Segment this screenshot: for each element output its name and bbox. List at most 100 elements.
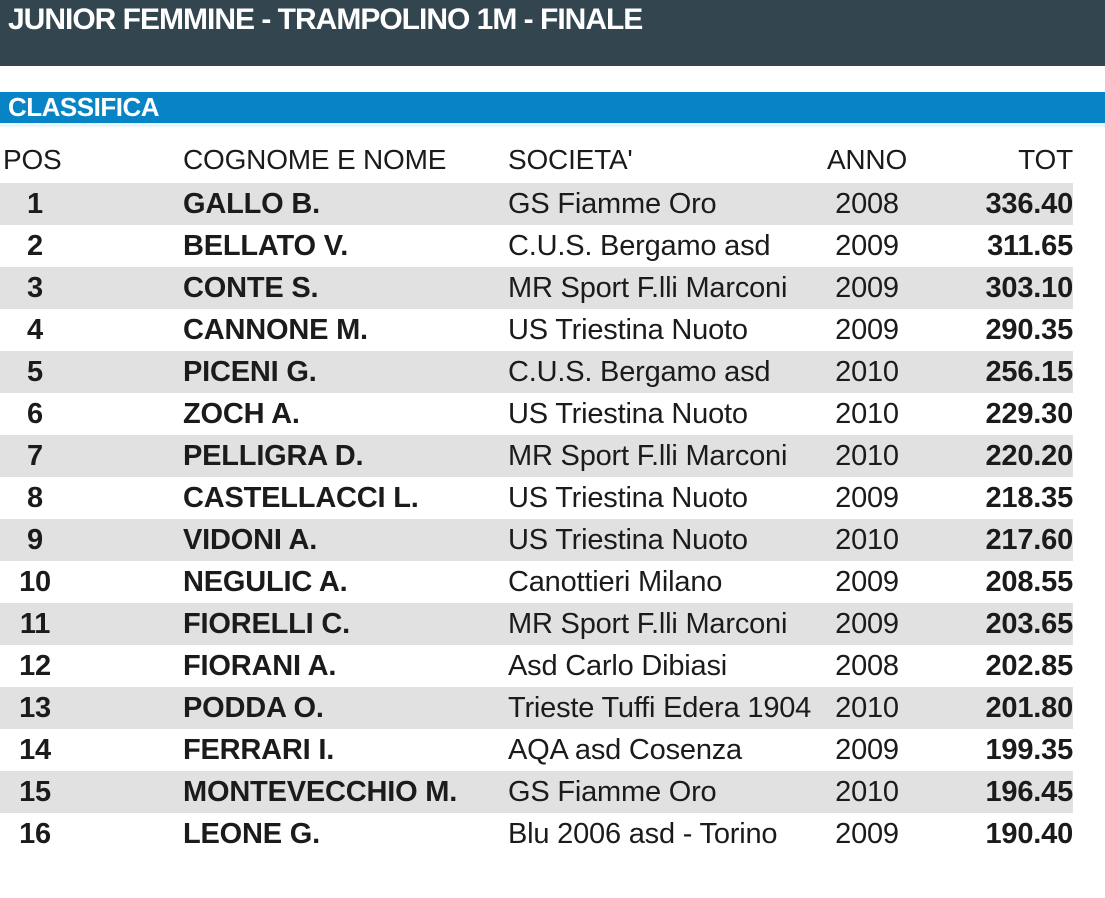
spacer — [0, 66, 1105, 92]
year-cell: 2008 — [835, 188, 899, 220]
tot-cell: 336.40 — [985, 188, 1074, 220]
pos-cell: 6 — [27, 398, 43, 430]
results-table-container: POS COGNOME E NOME SOCIETA' ANNO TOT 1 GALLO … — [0, 136, 1073, 855]
year-cell: 2009 — [835, 566, 899, 598]
table-row: 12 FIORANI A. Asd Carlo Dibiasi 2008 202.85 — [0, 645, 1073, 687]
name-cell: VIDONI A. — [183, 524, 318, 556]
tot-cell: 217.60 — [985, 524, 1074, 556]
column-header-year: ANNO — [826, 144, 908, 175]
tot-cell: 190.40 — [985, 818, 1074, 850]
results-table-header-row: POS COGNOME E NOME SOCIETA' ANNO TOT — [0, 136, 1073, 183]
name-cell: PELLIGRA D. — [183, 440, 364, 472]
society-cell: MR Sport F.lli Marconi — [508, 440, 788, 472]
table-row: 2 BELLATO V. C.U.S. Bergamo asd 2009 311.65 — [0, 225, 1073, 267]
name-cell: MONTEVECCHIO M. — [183, 776, 458, 808]
column-header-name: COGNOME E NOME — [183, 144, 447, 175]
tot-cell: 202.85 — [985, 650, 1074, 682]
name-cell: CASTELLACCI L. — [183, 482, 419, 514]
pos-cell: 14 — [19, 734, 51, 766]
name-cell: NEGULIC A. — [183, 566, 348, 598]
tot-cell: 229.30 — [985, 398, 1074, 430]
name-cell: BELLATO V. — [183, 230, 349, 262]
year-cell: 2010 — [835, 692, 899, 724]
society-cell: AQA asd Cosenza — [508, 734, 742, 766]
table-row: 7 PELLIGRA D. MR Sport F.lli Marconi 2010 22… — [0, 435, 1073, 477]
pos-cell: 13 — [19, 692, 51, 724]
year-cell: 2010 — [835, 524, 899, 556]
year-cell: 2009 — [835, 230, 899, 262]
table-row: 13 PODDA O. Trieste Tuffi Edera 1904 2010 20… — [0, 687, 1073, 729]
name-cell: ZOCH A. — [183, 398, 300, 430]
pos-cell: 12 — [19, 650, 51, 682]
society-cell: Canottieri Milano — [508, 566, 723, 598]
name-cell: PODDA O. — [183, 692, 324, 724]
table-row: 5 PICENI G. C.U.S. Bergamo asd 2010 256.15 — [0, 351, 1073, 393]
year-cell: 2009 — [835, 608, 899, 640]
society-cell: GS Fiamme Oro — [508, 188, 717, 220]
year-cell: 2009 — [835, 734, 899, 766]
society-cell: MR Sport F.lli Marconi — [508, 608, 788, 640]
tot-cell: 196.45 — [985, 776, 1074, 808]
society-cell: US Triestina Nuoto — [508, 524, 748, 556]
pos-cell: 1 — [27, 188, 43, 220]
society-cell: Blu 2006 asd - Torino — [508, 818, 778, 850]
table-row: 6 ZOCH A. US Triestina Nuoto 2010 229.30 — [0, 393, 1073, 435]
tot-cell: 311.65 — [987, 230, 1073, 262]
tot-cell: 201.80 — [985, 692, 1074, 724]
table-row: 4 CANNONE M. US Triestina Nuoto 2009 290.35 — [0, 309, 1073, 351]
pos-cell: 5 — [27, 356, 43, 388]
table-row: 9 VIDONI A. US Triestina Nuoto 2010 217.60 — [0, 519, 1073, 561]
society-cell: C.U.S. Bergamo asd — [508, 230, 771, 262]
pos-cell: 3 — [27, 272, 43, 304]
tot-cell: 303.10 — [985, 272, 1074, 304]
pos-cell: 4 — [27, 314, 43, 346]
table-row: 16 LEONE G. Blu 2006 asd - Torino 2009 190.4… — [0, 813, 1073, 855]
year-cell: 2009 — [835, 314, 899, 346]
table-row: 8 CASTELLACCI L. US Triestina Nuoto 2009 218… — [0, 477, 1073, 519]
pos-cell: 8 — [27, 482, 43, 514]
section-label: CLASSIFICA — [8, 92, 160, 122]
tot-cell: 203.65 — [985, 608, 1074, 640]
tot-cell: 208.55 — [985, 566, 1074, 598]
tot-cell: 220.20 — [985, 440, 1074, 472]
year-cell: 2010 — [835, 776, 899, 808]
tot-cell: 290.35 — [985, 314, 1074, 346]
pos-cell: 16 — [19, 818, 51, 850]
classifica-section-bar: CLASSIFICA — [0, 92, 1105, 127]
event-title-bar: JUNIOR FEMMINE - TRAMPOLINO 1M - FINALE — [0, 0, 1105, 66]
table-row: 3 CONTE S. MR Sport F.lli Marconi 2009 303.1… — [0, 267, 1073, 309]
society-cell: C.U.S. Bergamo asd — [508, 356, 771, 388]
society-cell: Asd Carlo Dibiasi — [508, 650, 728, 682]
year-cell: 2009 — [835, 482, 899, 514]
column-header-pos: POS — [3, 144, 62, 175]
results-table-body: 1 GALLO B. GS Fiamme Oro 2008 336.40 2 BELLATO… — [0, 183, 1073, 855]
table-row: 14 FERRARI I. AQA asd Cosenza 2009 199.35 — [0, 729, 1073, 771]
results-table: POS COGNOME E NOME SOCIETA' ANNO TOT 1 GALLO … — [0, 136, 1073, 855]
tot-cell: 218.35 — [985, 482, 1074, 514]
society-cell: US Triestina Nuoto — [508, 482, 748, 514]
name-cell: PICENI G. — [183, 356, 317, 388]
year-cell: 2010 — [835, 440, 899, 472]
name-cell: GALLO B. — [183, 188, 320, 220]
tot-cell: 256.15 — [985, 356, 1074, 388]
pos-cell: 10 — [19, 566, 51, 598]
society-cell: US Triestina Nuoto — [508, 398, 748, 430]
column-header-society: SOCIETA' — [508, 144, 633, 175]
society-cell: US Triestina Nuoto — [508, 314, 748, 346]
table-row: 15 MONTEVECCHIO M. GS Fiamme Oro 2010 196.45 — [0, 771, 1073, 813]
column-header-tot: TOT — [1018, 144, 1073, 175]
name-cell: CANNONE M. — [183, 314, 368, 346]
year-cell: 2010 — [835, 356, 899, 388]
pos-cell: 9 — [27, 524, 43, 556]
name-cell: FERRARI I. — [183, 734, 335, 766]
year-cell: 2008 — [835, 650, 899, 682]
pos-cell: 15 — [19, 776, 51, 808]
table-row: 10 NEGULIC A. Canottieri Milano 2009 208.55 — [0, 561, 1073, 603]
table-row: 11 FIORELLI C. MR Sport F.lli Marconi 2009 2… — [0, 603, 1073, 645]
name-cell: LEONE G. — [183, 818, 320, 850]
pos-cell: 11 — [19, 608, 51, 640]
name-cell: FIORANI A. — [183, 650, 337, 682]
society-cell: GS Fiamme Oro — [508, 776, 717, 808]
tot-cell: 199.35 — [985, 734, 1074, 766]
event-title: JUNIOR FEMMINE - TRAMPOLINO 1M - FINALE — [8, 3, 643, 36]
